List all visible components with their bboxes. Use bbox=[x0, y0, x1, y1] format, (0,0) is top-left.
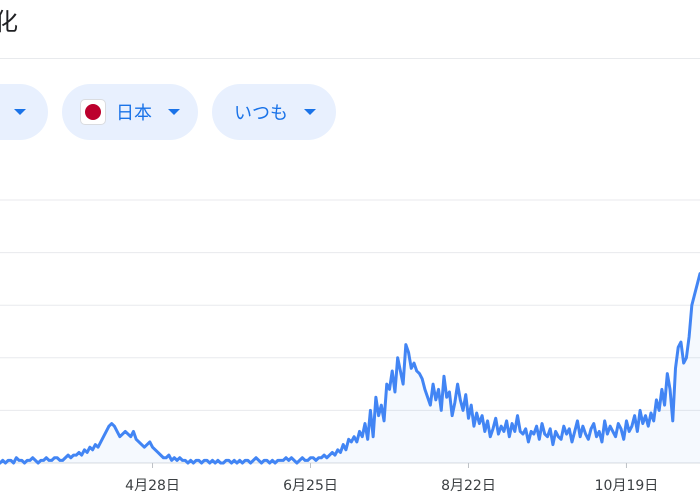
series-area bbox=[0, 273, 700, 463]
title-divider bbox=[0, 58, 700, 59]
caret-down-icon bbox=[168, 109, 180, 115]
caret-down-icon bbox=[14, 109, 26, 115]
region-filter-label: 日本 bbox=[116, 103, 152, 124]
caret-down-icon bbox=[304, 109, 316, 115]
term-filter-chip[interactable] bbox=[0, 84, 48, 140]
series-line bbox=[0, 272, 700, 465]
x-tick-label-0: 4月28日 bbox=[125, 478, 180, 494]
period-filter-label: いつも bbox=[234, 103, 288, 124]
japan-flag-icon bbox=[80, 99, 106, 125]
x-tick-label-3: 10月19日 bbox=[595, 478, 659, 494]
region-filter-chip[interactable]: 日本 bbox=[62, 84, 198, 140]
interest-over-time-chart: 4月28日 6月25日 8月22日 10月19日 bbox=[0, 150, 700, 500]
japan-flag-circle bbox=[85, 104, 101, 120]
period-filter-chip[interactable]: いつも bbox=[212, 84, 336, 140]
line-chart-svg: 4月28日 6月25日 8月22日 10月19日 bbox=[0, 199, 700, 494]
page-title: 化 bbox=[0, 8, 18, 36]
x-tick-label-2: 8月22日 bbox=[441, 478, 496, 494]
x-tick-label-1: 6月25日 bbox=[283, 478, 338, 494]
